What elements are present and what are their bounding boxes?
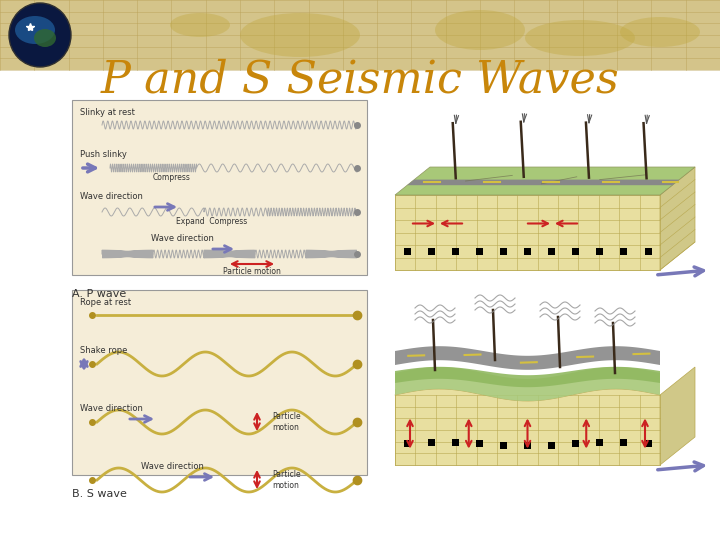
Bar xyxy=(572,440,579,447)
Text: Wave direction: Wave direction xyxy=(80,404,143,413)
Ellipse shape xyxy=(620,17,700,47)
Bar xyxy=(500,442,507,449)
Bar xyxy=(524,442,531,449)
Text: Particle
motion: Particle motion xyxy=(272,470,301,490)
Polygon shape xyxy=(660,167,695,270)
Ellipse shape xyxy=(170,13,230,37)
Bar xyxy=(596,439,603,446)
Polygon shape xyxy=(660,367,695,465)
Text: Expand  Compress: Expand Compress xyxy=(176,217,248,226)
Text: Compress: Compress xyxy=(153,173,191,182)
Bar xyxy=(476,248,483,255)
Bar xyxy=(0,0,720,70)
Bar xyxy=(72,100,367,275)
Text: Wave direction: Wave direction xyxy=(140,462,204,471)
Ellipse shape xyxy=(525,20,635,56)
Bar xyxy=(395,195,660,270)
Text: P and S Seismic Waves: P and S Seismic Waves xyxy=(101,58,619,102)
Polygon shape xyxy=(408,180,679,185)
Bar xyxy=(621,248,627,255)
Polygon shape xyxy=(395,167,695,195)
Bar xyxy=(403,248,410,255)
Bar xyxy=(451,439,459,446)
Ellipse shape xyxy=(34,29,56,47)
Bar xyxy=(524,248,531,255)
Text: Push slinky: Push slinky xyxy=(80,150,127,159)
Bar xyxy=(548,442,555,449)
Text: Particle motion: Particle motion xyxy=(223,267,281,276)
Text: B. S wave: B. S wave xyxy=(72,489,127,499)
Bar xyxy=(476,440,483,447)
Bar xyxy=(644,248,652,255)
Text: A. P wave: A. P wave xyxy=(72,289,126,299)
Ellipse shape xyxy=(15,16,55,44)
Bar xyxy=(72,290,367,475)
Bar xyxy=(548,248,555,255)
Bar xyxy=(500,248,507,255)
Bar xyxy=(403,440,410,447)
Bar xyxy=(451,248,459,255)
Text: Rope at rest: Rope at rest xyxy=(80,298,131,307)
Bar xyxy=(572,248,579,255)
Text: Wave direction: Wave direction xyxy=(150,234,213,243)
Bar xyxy=(596,248,603,255)
Ellipse shape xyxy=(9,3,71,67)
Bar xyxy=(621,439,627,446)
Text: Particle
motion: Particle motion xyxy=(272,413,301,431)
Bar xyxy=(644,440,652,447)
Ellipse shape xyxy=(435,10,525,50)
Ellipse shape xyxy=(240,13,360,57)
Text: Wave direction: Wave direction xyxy=(80,192,143,201)
Text: Shake rope: Shake rope xyxy=(80,346,127,355)
Bar xyxy=(428,248,435,255)
Text: Slinky at rest: Slinky at rest xyxy=(80,108,135,117)
Bar xyxy=(428,439,435,446)
